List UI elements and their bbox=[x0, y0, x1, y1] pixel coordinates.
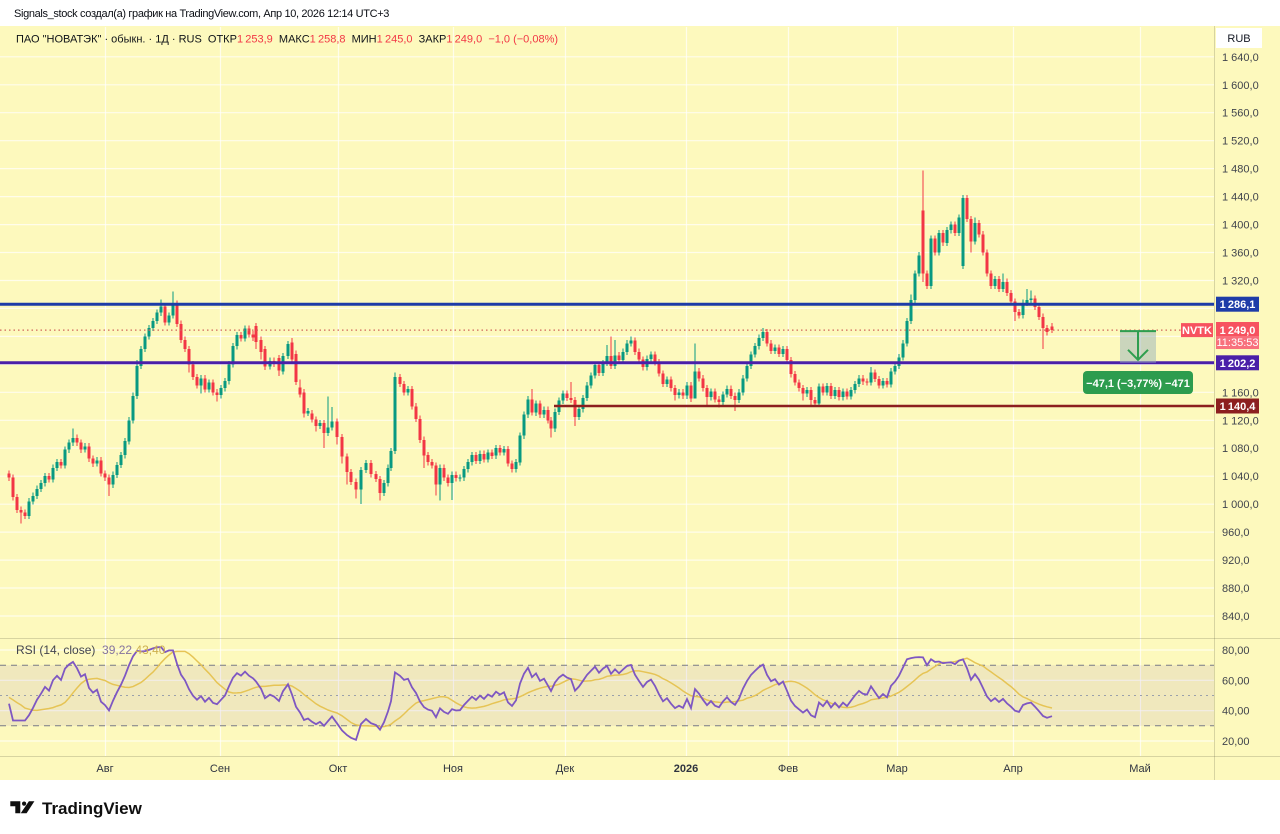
svg-text:20,00: 20,00 bbox=[1222, 736, 1250, 748]
svg-text:40,00: 40,00 bbox=[1222, 706, 1250, 718]
svg-text:1 520,0: 1 520,0 bbox=[1222, 136, 1259, 148]
svg-text:1 480,0: 1 480,0 bbox=[1222, 164, 1259, 176]
svg-text:Сен: Сен bbox=[210, 763, 230, 775]
svg-text:Ноя: Ноя bbox=[443, 763, 463, 775]
svg-text:840,0: 840,0 bbox=[1222, 611, 1250, 623]
svg-text:RSI (14, close) 39,22 43,40: RSI (14, close) 39,22 43,40 bbox=[16, 643, 166, 657]
svg-text:1 202,2: 1 202,2 bbox=[1220, 358, 1256, 370]
svg-text:Дек: Дек bbox=[556, 763, 575, 775]
svg-text:1 400,0: 1 400,0 bbox=[1222, 220, 1259, 232]
svg-text:2026: 2026 bbox=[674, 763, 698, 775]
svg-text:1 249,0: 1 249,0 bbox=[1220, 325, 1256, 337]
svg-text:1 320,0: 1 320,0 bbox=[1222, 276, 1259, 288]
svg-text:1 120,0: 1 120,0 bbox=[1222, 415, 1259, 427]
svg-text:60,00: 60,00 bbox=[1222, 675, 1250, 687]
svg-text:NVTK: NVTK bbox=[1182, 325, 1212, 337]
svg-text:Signals_stock создал(a) график: Signals_stock создал(a) график на Tradin… bbox=[14, 8, 389, 20]
svg-text:Апр: Апр bbox=[1003, 763, 1022, 775]
svg-text:1 640,0: 1 640,0 bbox=[1222, 52, 1259, 64]
svg-text:Фев: Фев bbox=[778, 763, 798, 775]
svg-text:1 360,0: 1 360,0 bbox=[1222, 248, 1259, 260]
svg-text:Авг: Авг bbox=[96, 763, 113, 775]
svg-text:Окт: Окт bbox=[329, 763, 348, 775]
svg-text:1 000,0: 1 000,0 bbox=[1222, 499, 1259, 511]
svg-text:1 140,4: 1 140,4 bbox=[1220, 401, 1257, 413]
svg-text:Мар: Мар bbox=[886, 763, 908, 775]
svg-text:920,0: 920,0 bbox=[1222, 555, 1250, 567]
svg-text:RUB: RUB bbox=[1227, 33, 1250, 45]
svg-text:ПАО "НОВАТЭК" · обыкн. · 1Д ·: ПАО "НОВАТЭК" · обыкн. · 1Д · RUS ОТКР1 … bbox=[16, 34, 558, 46]
svg-text:80,00: 80,00 bbox=[1222, 645, 1250, 657]
svg-text:11:35:53: 11:35:53 bbox=[1216, 337, 1258, 349]
svg-text:1 040,0: 1 040,0 bbox=[1222, 471, 1259, 483]
svg-text:1 560,0: 1 560,0 bbox=[1222, 108, 1259, 120]
svg-text:880,0: 880,0 bbox=[1222, 583, 1250, 595]
svg-text:Май: Май bbox=[1129, 763, 1151, 775]
svg-text:1 600,0: 1 600,0 bbox=[1222, 80, 1259, 92]
svg-text:1 440,0: 1 440,0 bbox=[1222, 192, 1259, 204]
svg-text:1 080,0: 1 080,0 bbox=[1222, 443, 1259, 455]
svg-text:1 286,1: 1 286,1 bbox=[1220, 299, 1256, 311]
svg-text:960,0: 960,0 bbox=[1222, 527, 1250, 539]
svg-text:TradingView: TradingView bbox=[42, 799, 143, 818]
svg-text:−47,1 (−3,77%) −471: −47,1 (−3,77%) −471 bbox=[1086, 378, 1190, 390]
svg-text:1 160,0: 1 160,0 bbox=[1222, 387, 1259, 399]
